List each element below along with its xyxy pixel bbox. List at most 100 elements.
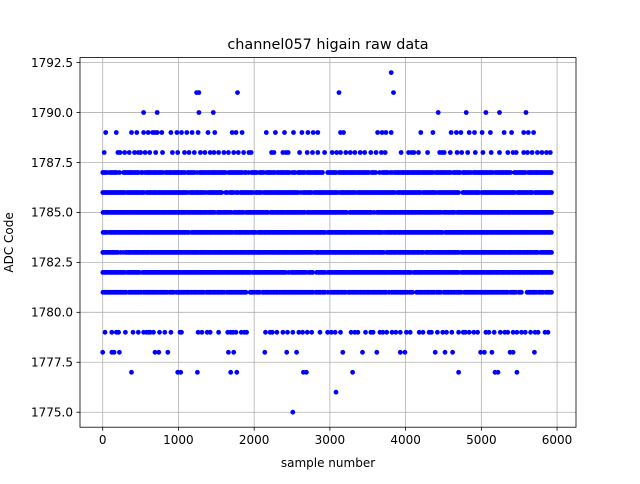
data-point bbox=[362, 150, 368, 155]
data-point bbox=[162, 329, 168, 335]
data-point bbox=[263, 130, 269, 135]
data-point bbox=[325, 329, 330, 335]
data-point bbox=[244, 329, 250, 335]
data-point bbox=[159, 130, 165, 135]
data-point bbox=[102, 329, 108, 335]
data-point bbox=[513, 150, 519, 155]
data-point bbox=[248, 150, 254, 155]
data-point bbox=[479, 130, 485, 135]
data-point bbox=[379, 150, 384, 155]
data-point bbox=[132, 150, 137, 155]
data-point bbox=[174, 130, 180, 135]
data-point bbox=[160, 150, 165, 155]
data-point bbox=[350, 369, 355, 375]
data-point bbox=[340, 349, 346, 355]
data-point bbox=[549, 230, 554, 235]
data-point bbox=[168, 130, 174, 135]
data-point bbox=[296, 329, 302, 335]
data-point bbox=[111, 349, 117, 355]
data-point bbox=[122, 150, 128, 155]
x-axis-label: sample number bbox=[281, 456, 375, 470]
data-point bbox=[284, 349, 290, 355]
data-point bbox=[521, 150, 527, 155]
data-point bbox=[522, 329, 528, 335]
data-point bbox=[357, 150, 363, 155]
y-axis-label: ADC Code bbox=[2, 212, 16, 272]
data-point bbox=[228, 369, 234, 375]
data-point bbox=[448, 130, 454, 135]
data-point bbox=[231, 150, 237, 155]
data-point bbox=[196, 110, 202, 115]
data-point bbox=[429, 329, 434, 335]
data-point bbox=[480, 150, 486, 155]
y-tick-label: 1777.5 bbox=[31, 356, 73, 370]
data-point bbox=[375, 130, 380, 135]
data-point bbox=[373, 170, 379, 175]
y-tick-label: 1787.5 bbox=[31, 156, 73, 170]
data-point bbox=[368, 150, 374, 155]
data-point bbox=[440, 329, 446, 335]
data-point bbox=[393, 329, 399, 335]
data-point bbox=[221, 150, 227, 155]
data-point bbox=[411, 150, 417, 155]
data-point bbox=[549, 190, 554, 195]
data-point bbox=[153, 150, 159, 155]
data-point bbox=[320, 170, 325, 175]
data-point bbox=[233, 130, 239, 135]
data-point bbox=[456, 190, 461, 195]
data-points bbox=[100, 70, 554, 415]
data-point bbox=[519, 289, 524, 295]
y-tick-label: 1790.0 bbox=[31, 106, 73, 120]
data-point bbox=[130, 329, 136, 335]
data-point bbox=[463, 110, 469, 115]
data-point bbox=[309, 329, 315, 335]
data-point bbox=[170, 150, 175, 155]
data-point bbox=[466, 130, 472, 135]
data-point bbox=[219, 190, 225, 195]
data-point bbox=[116, 329, 121, 335]
data-point bbox=[191, 150, 197, 155]
data-point bbox=[154, 130, 160, 135]
data-point bbox=[207, 329, 213, 335]
data-point bbox=[145, 130, 151, 135]
data-point bbox=[509, 130, 514, 135]
data-point bbox=[262, 349, 268, 355]
data-point bbox=[304, 369, 309, 375]
data-point bbox=[454, 130, 459, 135]
data-point bbox=[280, 329, 286, 335]
data-point bbox=[471, 329, 477, 335]
data-point bbox=[347, 150, 353, 155]
data-point bbox=[407, 329, 413, 335]
data-point bbox=[535, 150, 540, 155]
x-tick-label: 4000 bbox=[390, 433, 421, 447]
data-point bbox=[539, 150, 545, 155]
data-point bbox=[343, 150, 349, 155]
data-point bbox=[165, 349, 171, 355]
data-point bbox=[189, 130, 195, 135]
data-point bbox=[535, 329, 541, 335]
data-point bbox=[178, 369, 184, 375]
data-point bbox=[134, 130, 140, 135]
data-point bbox=[304, 329, 310, 335]
data-point bbox=[450, 349, 455, 355]
data-point bbox=[483, 110, 489, 115]
data-point bbox=[519, 329, 524, 335]
data-point bbox=[315, 130, 321, 135]
data-point bbox=[317, 329, 323, 335]
data-point bbox=[441, 150, 447, 155]
data-point bbox=[123, 329, 128, 335]
data-point bbox=[310, 150, 315, 155]
data-point bbox=[488, 130, 493, 135]
data-point bbox=[514, 369, 520, 375]
data-point bbox=[179, 130, 184, 135]
data-point bbox=[117, 349, 122, 355]
data-point bbox=[374, 349, 380, 355]
data-point bbox=[416, 329, 422, 335]
data-point bbox=[380, 329, 386, 335]
data-point bbox=[186, 150, 192, 155]
data-point bbox=[466, 329, 472, 335]
data-point bbox=[531, 130, 536, 135]
data-point bbox=[305, 130, 311, 135]
